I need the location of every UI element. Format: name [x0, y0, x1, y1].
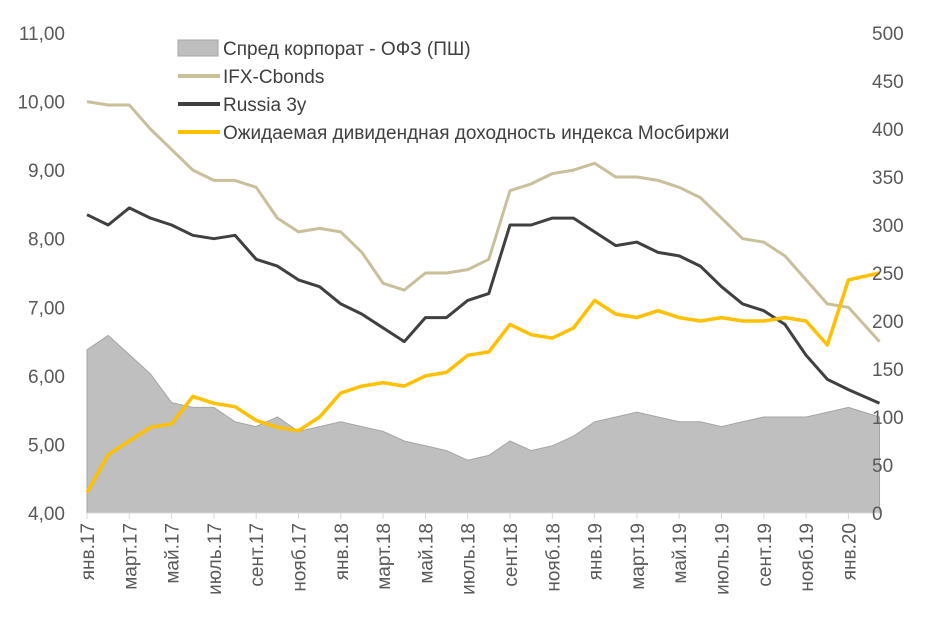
y-left-tick-label: 9,00: [28, 161, 65, 182]
y-right-tick-label: 250: [872, 264, 904, 285]
y-left-tick-label: 7,00: [28, 298, 65, 319]
y-left-tick-label: 4,00: [28, 504, 65, 525]
x-tick-label: май.19: [670, 523, 691, 584]
x-tick-label: июль.19: [713, 523, 734, 595]
y-right-tick-label: 150: [872, 360, 904, 381]
y-right-tick-label: 200: [872, 312, 904, 333]
x-tick-label: янв.20: [839, 523, 860, 580]
x-tick-label: март.19: [628, 523, 649, 590]
spread-area: [86, 334, 881, 514]
y-left-tick-label: 8,00: [28, 230, 65, 251]
x-tick-label: сент.18: [501, 523, 522, 587]
x-tick-label: нояб.17: [290, 523, 311, 592]
y-left-tick-label: 5,00: [28, 435, 65, 456]
x-tick-label: март.18: [374, 523, 395, 590]
y-right-tick-label: 300: [872, 216, 904, 237]
x-tick-label: май.18: [416, 523, 437, 584]
x-tick-label: янв.19: [586, 523, 607, 580]
x-tick-label: янв.17: [78, 523, 99, 580]
legend-label: Russia 3y: [223, 95, 307, 116]
y-left-tick-label: 6,00: [28, 367, 65, 388]
y-right-tick-label: 0: [872, 504, 883, 525]
y-right-tick-label: 500: [872, 24, 904, 45]
line-layer: [85, 100, 881, 494]
x-tick-label: нояб.18: [543, 523, 564, 592]
x-tick-label: сент.19: [755, 523, 776, 587]
x-tick-label: июль.17: [205, 523, 226, 595]
legend: Спред корпорат - ОФЗ (ПШ) IFX-Cbonds Russi…: [177, 39, 729, 144]
series-line-2: [86, 206, 881, 405]
y-left-tick-label: 11,00: [19, 24, 65, 45]
legend-label: IFX-Cbonds: [223, 67, 324, 88]
x-tick-label: июль.18: [459, 523, 480, 595]
y-left-tick-label: 10,00: [17, 93, 65, 114]
y-right-tick-label: 350: [872, 168, 904, 189]
x-tick-label: май.17: [163, 523, 184, 584]
x-tick-label: нояб.19: [797, 523, 818, 592]
x-tick-label: март.17: [120, 523, 141, 590]
x-tick-label: янв.18: [332, 523, 353, 580]
y-right-tick-label: 50: [872, 456, 893, 477]
legend-swatch-spread: [177, 39, 219, 57]
y-right-tick-label: 450: [872, 72, 904, 93]
series-line-3: [85, 271, 880, 494]
legend-label: Ожидаемая дивидендная доходность индекса…: [223, 123, 729, 144]
axes: янв.17 март.17 май.17 июль.17 сент.17 нояб.17…: [17, 24, 903, 595]
area-layer: [86, 334, 881, 514]
y-right-tick-label: 100: [872, 408, 904, 429]
y-right-tick-label: 400: [872, 120, 904, 141]
x-tick-label: сент.17: [247, 523, 268, 587]
series-line-1: [86, 100, 881, 343]
legend-label: Спред корпорат - ОФЗ (ПШ): [223, 39, 471, 60]
